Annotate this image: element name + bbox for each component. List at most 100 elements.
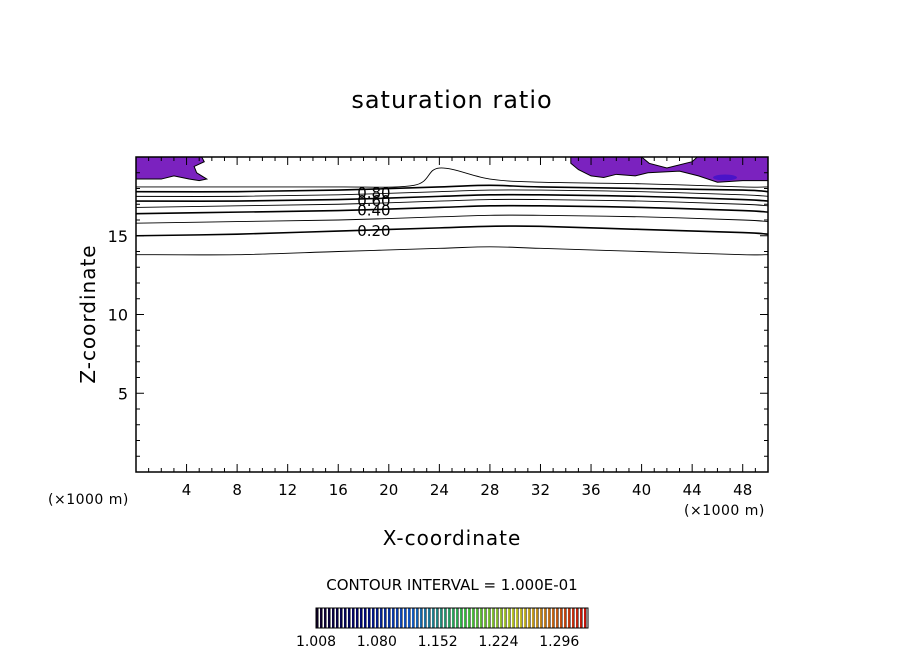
colorbar-swatch (424, 608, 427, 628)
colorbar-swatch (416, 608, 419, 628)
colorbar-swatch (484, 608, 487, 628)
colorbar-swatch (332, 608, 335, 628)
colorbar-swatch (464, 608, 467, 628)
y-tick-label: 10 (108, 306, 128, 325)
x-tick-label: 36 (581, 481, 600, 499)
colorbar-swatch (544, 608, 547, 628)
colorbar-swatch (556, 608, 559, 628)
y-unit-label: (×1000 m) (48, 492, 129, 508)
colorbar-swatch (336, 608, 339, 628)
colorbar-swatch (328, 608, 331, 628)
colorbar-swatch (560, 608, 563, 628)
colorbar-swatch (428, 608, 431, 628)
colorbar-swatch (364, 608, 367, 628)
colorbar-swatch (468, 608, 471, 628)
colorbar-swatch (536, 608, 539, 628)
contour-line (135, 193, 769, 203)
contour-label: 0.80 (357, 184, 390, 202)
colorbar-swatch (452, 608, 455, 628)
contour-line (135, 204, 769, 215)
colorbar-swatch (480, 608, 483, 628)
colorbar-swatch (516, 608, 519, 628)
colorbar-swatch (472, 608, 475, 628)
colorbar-tick-label: 1.008 (296, 634, 336, 650)
colorbar (315, 607, 589, 629)
colorbar-swatch (500, 608, 503, 628)
colorbar-swatch (360, 608, 363, 628)
colorbar-swatch (504, 608, 507, 628)
colorbar-swatch (344, 608, 347, 628)
supersaturated-regions (135, 156, 769, 183)
x-tick-label: 28 (480, 481, 499, 499)
y-tick-label: 5 (118, 384, 128, 403)
colorbar-swatch (356, 608, 359, 628)
colorbar-swatch (456, 608, 459, 628)
colorbar-swatch (568, 608, 571, 628)
plot-frame (135, 156, 769, 473)
contour-line (135, 167, 769, 188)
colorbar-swatch (488, 608, 491, 628)
contour-labels: 0.20 0.400.600.80 (357, 184, 390, 240)
colorbar-swatch (520, 608, 523, 628)
colorbar-swatch (420, 608, 423, 628)
colorbar-tick-label: 1.296 (539, 634, 579, 650)
colorbar-swatch (584, 608, 587, 628)
colorbar-swatch (412, 608, 415, 628)
contour-line (135, 225, 769, 237)
y-tick-labels: 5 10 15 (108, 227, 128, 404)
contour-line (135, 198, 769, 208)
colorbar-swatch (440, 608, 443, 628)
x-unit-label: (×1000 m) (684, 503, 765, 519)
contour-line (135, 189, 769, 197)
colorbar-frame (315, 607, 589, 629)
x-tick-label: 16 (329, 481, 348, 499)
colorbar-swatch (376, 608, 379, 628)
contour-label: 0.60 (357, 192, 390, 210)
colorbar-swatch (320, 608, 323, 628)
colorbar-swatch (540, 608, 543, 628)
x-tick-label: 4 (182, 481, 192, 499)
x-tick-label: 44 (683, 481, 702, 499)
x-axis-label: X-coordinate (382, 526, 522, 550)
supersaturated-core (713, 174, 738, 181)
colorbar-swatch (384, 608, 387, 628)
colorbar-swatch (444, 608, 447, 628)
axis-ticks (135, 156, 769, 473)
colorbar-swatch (396, 608, 399, 628)
colorbar-swatch (324, 608, 327, 628)
colorbar-swatch (404, 608, 407, 628)
x-tick-labels: 4 8 12 16 20 24 28 32 36 40 44 48 (182, 481, 752, 499)
colorbar-swatch (548, 608, 551, 628)
contour-line (135, 184, 769, 193)
colorbar-swatch (408, 608, 411, 628)
colorbar-swatch (316, 608, 319, 628)
colorbar-swatch (552, 608, 555, 628)
contour-label: 0.20 (357, 222, 390, 240)
colorbar-swatch (388, 608, 391, 628)
supersaturated-region (570, 156, 769, 183)
colorbar-swatch (492, 608, 495, 628)
colorbar-tick-label: 1.080 (357, 634, 397, 650)
chart-title: saturation ratio (351, 86, 553, 114)
contour-line (135, 214, 769, 224)
x-tick-label: 48 (733, 481, 752, 499)
colorbar-swatch (380, 608, 383, 628)
colorbar-swatch (448, 608, 451, 628)
colorbar-swatch (524, 608, 527, 628)
colorbar-swatch (432, 608, 435, 628)
colorbar-swatch (392, 608, 395, 628)
colorbar-swatch (532, 608, 535, 628)
colorbar-swatch (460, 608, 463, 628)
x-tick-label: 8 (232, 481, 242, 499)
contour-label: 0.40 (357, 202, 390, 220)
colorbar-swatch (368, 608, 371, 628)
colorbar-swatch (580, 608, 583, 628)
colorbar-swatch (528, 608, 531, 628)
x-tick-label: 40 (632, 481, 651, 499)
y-tick-label: 15 (108, 227, 128, 246)
x-tick-label: 32 (531, 481, 550, 499)
x-tick-label: 24 (430, 481, 449, 499)
colorbar-swatch (348, 608, 351, 628)
colorbar-swatch (400, 608, 403, 628)
